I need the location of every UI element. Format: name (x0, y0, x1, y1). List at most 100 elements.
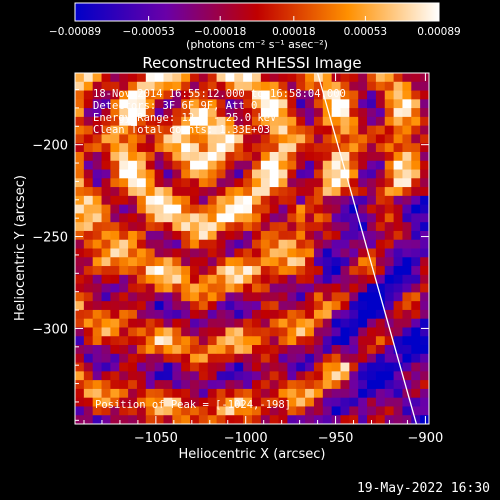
heatmap-cell (349, 292, 359, 302)
heatmap-cell (305, 248, 315, 258)
heatmap-cell (172, 143, 182, 153)
heatmap-cell (252, 99, 262, 109)
heatmap-cell (420, 380, 429, 390)
heatmap-cell (384, 169, 394, 179)
heatmap-cell (340, 283, 350, 293)
heatmap-cell (154, 406, 164, 416)
heatmap-cell (181, 380, 191, 390)
heatmap-cell (92, 204, 102, 214)
heatmap-cell (340, 406, 350, 416)
heatmap-cell (83, 151, 94, 162)
heatmap-cell (119, 336, 129, 346)
heatmap-cell (190, 195, 200, 206)
heatmap-cell (119, 345, 129, 355)
heatmap-cell (198, 169, 209, 179)
heatmap-cell (260, 213, 271, 223)
heatmap-cell (384, 301, 394, 311)
heatmap-cell (411, 388, 421, 399)
heatmap-cell (313, 99, 324, 109)
heatmap-cell (172, 134, 182, 144)
heatmap-cell (260, 134, 271, 144)
heatmap-cell (384, 90, 394, 100)
heatmap-cell (136, 108, 147, 118)
heatmap-cell (358, 336, 368, 346)
heatmap-cell (145, 90, 156, 100)
heatmap-cell (384, 222, 394, 232)
heatmap-cell (313, 283, 324, 293)
heatmap-cell (92, 73, 102, 83)
heatmap-cell (128, 195, 138, 206)
heatmap-cell (234, 257, 244, 267)
heatmap-cell (322, 283, 333, 293)
heatmap-cell (420, 362, 429, 372)
heatmap-cell (393, 388, 403, 399)
heatmap-cell (75, 160, 85, 170)
heatmap-cell (313, 160, 324, 170)
heatmap-cell (92, 160, 102, 170)
heatmap-cell (384, 257, 394, 267)
heatmap-cell (207, 292, 217, 302)
heatmap-cell (296, 406, 306, 416)
heatmap-cell (402, 213, 412, 223)
heatmap-cell (216, 362, 226, 372)
heatmap-cell (83, 134, 94, 144)
heatmap-cell (128, 406, 138, 416)
heatmap-cell (411, 397, 421, 407)
heatmap-cell (154, 292, 164, 302)
heatmap-cell (420, 73, 429, 83)
heatmap-cell (216, 178, 226, 188)
heatmap-cell (313, 345, 324, 355)
heatmap-cell (349, 371, 359, 381)
heatmap-cell (110, 336, 120, 346)
heatmap-cell (375, 230, 386, 241)
heatmap-cell (190, 116, 200, 127)
heatmap-cell (411, 239, 421, 249)
heatmap-cell (287, 230, 297, 241)
heatmap-cell (402, 415, 412, 424)
heatmap-cell (393, 178, 403, 188)
heatmap-cell (163, 125, 173, 135)
heatmap-cell (260, 195, 271, 206)
y-tick-label: −300 (32, 322, 68, 337)
heatmap-cell (287, 380, 297, 390)
heatmap-cell (252, 169, 262, 179)
heatmap-cell (190, 406, 200, 416)
heatmap-cell (411, 283, 421, 293)
heatmap-cell (190, 327, 200, 337)
heatmap-cell (331, 213, 341, 223)
heatmap-cell (358, 134, 368, 144)
heatmap-cell (181, 81, 191, 91)
heatmap-cell (393, 204, 403, 214)
heatmap-cell (313, 143, 324, 153)
heatmap-cell (163, 90, 173, 100)
heatmap-cell (322, 125, 333, 135)
heatmap-cell (340, 388, 350, 399)
heatmap-cell (243, 187, 253, 197)
heatmap-cell (296, 345, 306, 355)
x-axis: −1050 −1000 −950 −900 (83, 73, 443, 446)
heatmap-cell (92, 388, 102, 399)
heatmap-cell (198, 239, 209, 249)
heatmap-cell (145, 108, 156, 118)
heatmap-cell (154, 397, 164, 407)
heatmap-cell (305, 388, 315, 399)
heatmap-cell (119, 169, 129, 179)
heatmap-cell (234, 151, 244, 162)
heatmap-cell (234, 169, 244, 179)
heatmap-cell (331, 195, 341, 206)
heatmap-cell (101, 292, 111, 302)
heatmap-cell (420, 151, 429, 162)
heatmap-cell (163, 108, 173, 118)
heatmap-cell (305, 213, 315, 223)
heatmap-cell (225, 134, 235, 144)
heatmap-cell (260, 301, 271, 311)
heatmap-cell (145, 134, 156, 144)
heatmap-cell (75, 213, 85, 223)
heatmap-cell (420, 336, 429, 346)
heatmap-cell (216, 406, 226, 416)
heatmap-cell (216, 327, 226, 337)
heatmap-cell (136, 151, 147, 162)
heatmap-cell (411, 415, 421, 424)
heatmap-cell (296, 362, 306, 372)
heatmap-cell (296, 388, 306, 399)
